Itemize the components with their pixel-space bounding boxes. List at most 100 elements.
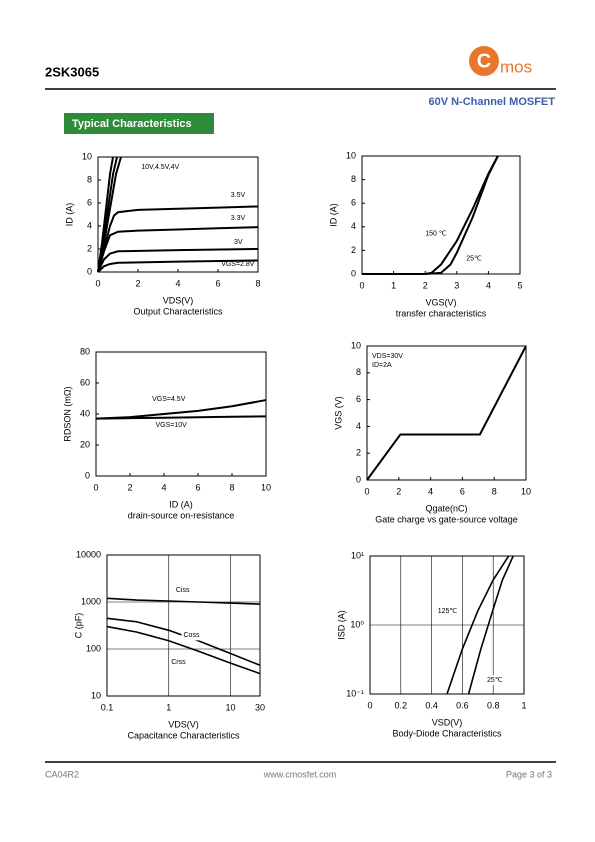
series-label: Coss — [184, 632, 200, 639]
x-tick-label: 8 — [255, 278, 260, 288]
series-line — [446, 555, 510, 695]
series-line — [366, 345, 527, 481]
series-label: 3.3V — [231, 215, 246, 222]
x-tick-label: 4 — [428, 486, 433, 496]
series-line — [97, 226, 259, 273]
label-bg — [169, 657, 196, 668]
y-tick-label: 10 — [82, 151, 92, 161]
series-label: Ciss — [176, 587, 190, 594]
series-label: VGS=4.5V — [152, 396, 186, 403]
y-tick-label: 4 — [356, 421, 361, 431]
chart-caption: transfer characteristics — [396, 308, 487, 318]
series-line — [106, 597, 261, 605]
y-tick-label: 80 — [80, 346, 90, 356]
series-line — [467, 555, 514, 695]
y-tick-label: 0 — [85, 470, 90, 480]
x-tick-label: 0.2 — [395, 700, 408, 710]
x-axis-label: ID (A) — [169, 499, 193, 509]
x-tick-label: 0.8 — [487, 700, 500, 710]
section-box — [64, 113, 214, 134]
x-tick-label: 8 — [229, 482, 234, 492]
x-tick-label: 2 — [396, 486, 401, 496]
series-label: VGS=2.8V — [221, 261, 255, 268]
label-bg — [485, 675, 512, 686]
x-tick-label: 8 — [492, 486, 497, 496]
subtitle: 60V N-Channel MOSFET — [428, 96, 555, 108]
label-bg — [181, 630, 208, 641]
y-tick-label: 8 — [351, 174, 356, 184]
x-axis-label: VDS(V) — [163, 295, 194, 305]
x-tick-label: 2 — [423, 280, 428, 290]
series-label: 125℃ — [438, 608, 458, 615]
x-tick-label: 10 — [521, 486, 531, 496]
logo-text: mos — [500, 57, 532, 76]
plot-frame — [361, 155, 521, 275]
series-line — [97, 205, 259, 273]
series-line — [362, 155, 499, 275]
y-tick-label: 0 — [87, 266, 92, 276]
y-axis-label: RDSON (mΩ) — [62, 386, 72, 441]
y-tick-label: 2 — [351, 245, 356, 255]
series-label: 3.5V — [231, 192, 246, 199]
label-bg — [173, 585, 200, 596]
x-tick-label: 0 — [95, 278, 100, 288]
x-tick-label: 0.1 — [101, 702, 114, 712]
series-label: 150 ℃ — [425, 231, 447, 238]
plot-frame — [95, 351, 267, 477]
x-tick-label: 4 — [486, 280, 491, 290]
y-tick-label: 1000 — [81, 596, 101, 606]
series-label: 25℃ — [487, 677, 503, 684]
x-axis-label: VDS(V) — [168, 719, 199, 729]
series-line — [95, 415, 267, 420]
series-label: 10V,4.5V,4V — [141, 164, 179, 171]
y-tick-label: 10 — [346, 150, 356, 160]
section-title: Typical Characteristics — [72, 118, 192, 130]
logo-letter: C — [477, 50, 491, 72]
y-tick-label: 10000 — [76, 549, 101, 559]
series-label: Crss — [171, 659, 186, 666]
y-tick-label: 10⁻¹ — [346, 688, 364, 698]
x-tick-label: 10 — [226, 702, 236, 712]
y-tick-label: 0 — [356, 474, 361, 484]
x-tick-label: 30 — [255, 702, 265, 712]
series-line — [97, 259, 259, 273]
chart-caption: Body-Diode Characteristics — [392, 728, 502, 738]
x-tick-label: 0.6 — [456, 700, 469, 710]
y-tick-label: 8 — [356, 367, 361, 377]
y-axis-label: ID (A) — [64, 203, 74, 227]
x-tick-label: 0 — [359, 280, 364, 290]
y-tick-label: 10⁰ — [350, 619, 364, 629]
y-axis-label: C (pF) — [73, 613, 83, 639]
footer-page: Page 3 of 3 — [506, 769, 552, 779]
x-axis-label: Qgate(nC) — [425, 503, 467, 513]
x-tick-label: 1 — [166, 702, 171, 712]
y-tick-label: 40 — [80, 408, 90, 418]
y-tick-label: 4 — [351, 221, 356, 231]
x-tick-label: 0.4 — [425, 700, 438, 710]
x-tick-label: 6 — [195, 482, 200, 492]
chart-caption: Output Characteristics — [133, 306, 223, 316]
x-tick-label: 1 — [521, 700, 526, 710]
y-tick-label: 6 — [351, 198, 356, 208]
x-tick-label: 5 — [517, 280, 522, 290]
y-axis-label: ISD (A) — [336, 610, 346, 640]
chart-caption: Gate charge vs gate-source voltage — [375, 514, 518, 524]
plot-frame — [366, 345, 527, 481]
label-bg — [435, 606, 462, 617]
y-tick-label: 6 — [356, 394, 361, 404]
y-tick-label: 2 — [87, 243, 92, 253]
y-tick-label: 8 — [87, 174, 92, 184]
x-tick-label: 0 — [367, 700, 372, 710]
y-tick-label: 10¹ — [351, 550, 364, 560]
y-axis-label: ID (A) — [328, 203, 338, 227]
y-tick-label: 6 — [87, 197, 92, 207]
plot-frame — [106, 554, 261, 697]
x-axis-label: VSD(V) — [432, 717, 463, 727]
y-tick-label: 60 — [80, 377, 90, 387]
x-tick-label: 6 — [460, 486, 465, 496]
chart-caption: drain-source on-resistance — [128, 510, 235, 520]
footer-url: www.cmosfet.com — [263, 769, 337, 779]
y-tick-label: 100 — [86, 643, 101, 653]
